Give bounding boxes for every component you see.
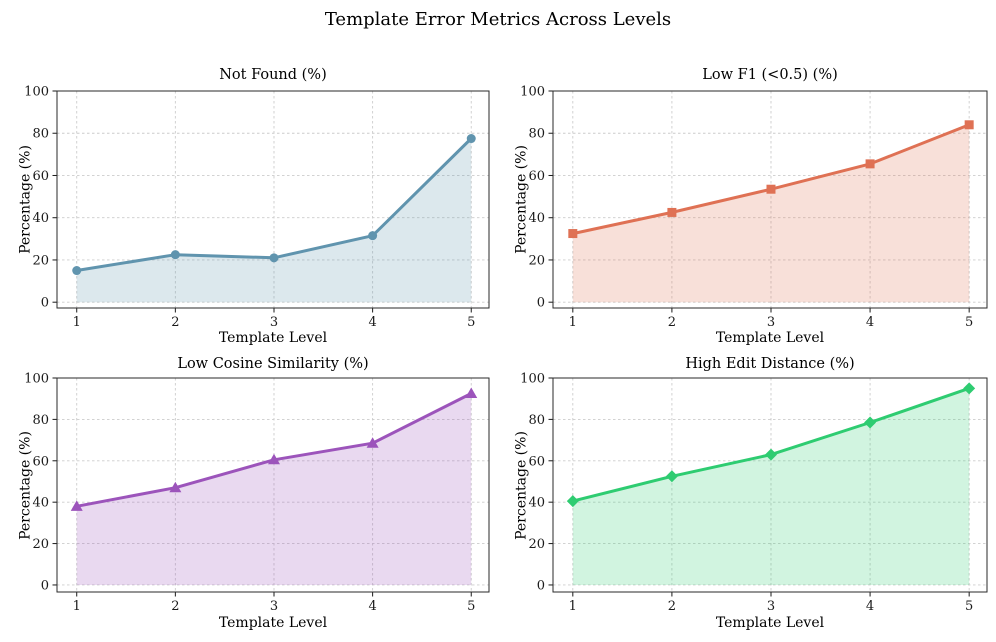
figure-title: Template Error Metrics Across Levels <box>324 9 672 30</box>
x-tick-label: 1 <box>73 599 81 614</box>
y-tick-label: 0 <box>537 296 545 311</box>
x-tick-label: 2 <box>668 599 676 614</box>
x-axis-label: Template Level <box>218 330 328 346</box>
tick-marks <box>548 90 970 313</box>
x-tick-label: 3 <box>270 599 278 614</box>
axes-spines <box>552 90 988 309</box>
y-tick-label: 60 <box>32 454 49 469</box>
x-tick-label: 3 <box>270 315 278 330</box>
x-tick-label: 2 <box>171 315 179 330</box>
y-tick-label: 0 <box>41 578 49 593</box>
y-tick-label: 40 <box>32 496 49 511</box>
tick-labels: 1 2 3 4 5 0 20 40 60 80 100 <box>24 85 475 331</box>
subplot-title-low-f1: Low F1 (<0.5) (%) <box>702 67 838 83</box>
data-point-marker <box>366 437 379 448</box>
gridlines <box>553 377 987 592</box>
y-tick-label: 80 <box>528 413 545 428</box>
x-tick-label: 5 <box>467 599 475 614</box>
x-tick-label: 3 <box>767 599 775 614</box>
x-tick-label: 4 <box>866 599 874 614</box>
markers <box>568 120 974 239</box>
data-point-marker <box>169 481 182 493</box>
x-tick-label: 2 <box>171 599 179 614</box>
y-tick-label: 100 <box>520 85 545 100</box>
y-tick-label: 20 <box>528 253 545 268</box>
x-axis-label: Template Level <box>715 330 825 346</box>
data-point-marker <box>864 416 877 429</box>
y-tick-label: 20 <box>32 253 49 268</box>
y-tick-label: 0 <box>41 296 49 311</box>
data-point-marker <box>667 207 677 217</box>
y-tick-label: 60 <box>528 454 545 469</box>
y-tick-label: 80 <box>32 127 49 142</box>
data-point-marker <box>568 229 578 239</box>
tick-labels: 1 2 3 4 5 0 20 40 60 80 100 <box>520 85 973 331</box>
plot-low-cosine: 1 2 3 4 5 0 20 40 60 80 100 <box>24 372 490 615</box>
x-tick-label: 4 <box>368 599 376 614</box>
plot-not-found: 1 2 3 4 5 0 20 40 60 80 100 <box>24 85 490 331</box>
data-point-marker <box>267 453 280 465</box>
subplot-title-high-edit: High Edit Distance (%) <box>685 356 855 372</box>
data-point-marker <box>170 250 180 260</box>
y-tick-label: 100 <box>24 85 49 100</box>
data-point-marker <box>465 387 478 399</box>
data-point-marker <box>72 266 82 276</box>
area-fill <box>572 388 970 585</box>
data-point-marker <box>766 184 776 194</box>
x-tick-label: 5 <box>467 315 475 330</box>
data-point-marker <box>269 253 279 263</box>
tick-marks <box>52 377 472 597</box>
area-fill <box>76 393 472 585</box>
x-tick-label: 4 <box>866 315 874 330</box>
x-tick-label: 1 <box>569 315 577 330</box>
x-tick-label: 3 <box>767 315 775 330</box>
y-tick-label: 100 <box>24 372 49 387</box>
data-point-marker <box>665 470 678 483</box>
axes-spines <box>552 377 988 593</box>
y-tick-label: 20 <box>528 537 545 552</box>
subplot-title-low-cosine: Low Cosine Similarity (%) <box>177 356 369 372</box>
area-fill <box>76 138 472 303</box>
tick-labels: 1 2 3 4 5 0 20 40 60 80 100 <box>520 372 973 615</box>
data-point-marker <box>963 382 976 395</box>
area-fill <box>572 124 970 303</box>
y-tick-label: 20 <box>32 537 49 552</box>
data-point-marker <box>865 159 875 169</box>
y-tick-label: 0 <box>537 578 545 593</box>
axes-spines <box>56 90 490 309</box>
subplot-title-not-found: Not Found (%) <box>219 67 327 83</box>
data-point-marker <box>466 134 476 144</box>
markers <box>566 382 976 508</box>
y-tick-label: 40 <box>528 211 545 226</box>
data-point-marker <box>70 500 83 511</box>
x-tick-label: 5 <box>965 315 973 330</box>
plot-low-f1: 1 2 3 4 5 0 20 40 60 80 100 <box>520 85 988 331</box>
y-tick-label: 60 <box>528 169 545 184</box>
x-tick-label: 1 <box>73 315 81 330</box>
y-tick-label: 40 <box>32 211 49 226</box>
y-tick-label: 80 <box>528 127 545 142</box>
tick-marks <box>52 90 472 313</box>
markers <box>72 134 476 276</box>
x-axis-label: Template Level <box>715 615 825 631</box>
y-tick-label: 80 <box>32 413 49 428</box>
data-point-marker <box>964 120 974 130</box>
x-axis-label: Template Level <box>218 615 328 631</box>
x-tick-label: 1 <box>569 599 577 614</box>
plot-high-edit: 1 2 3 4 5 0 20 40 60 80 100 <box>520 372 988 615</box>
y-tick-label: 100 <box>520 372 545 387</box>
data-point-marker <box>566 495 579 508</box>
markers <box>70 387 478 511</box>
tick-marks <box>548 377 970 597</box>
data-point-marker <box>764 448 777 461</box>
axes-spines <box>56 377 490 593</box>
x-tick-label: 2 <box>668 315 676 330</box>
x-tick-label: 4 <box>368 315 376 330</box>
y-tick-label: 40 <box>528 496 545 511</box>
x-tick-label: 5 <box>965 599 973 614</box>
tick-labels: 1 2 3 4 5 0 20 40 60 80 100 <box>24 372 475 615</box>
y-tick-label: 60 <box>32 169 49 184</box>
data-point-marker <box>368 231 378 241</box>
